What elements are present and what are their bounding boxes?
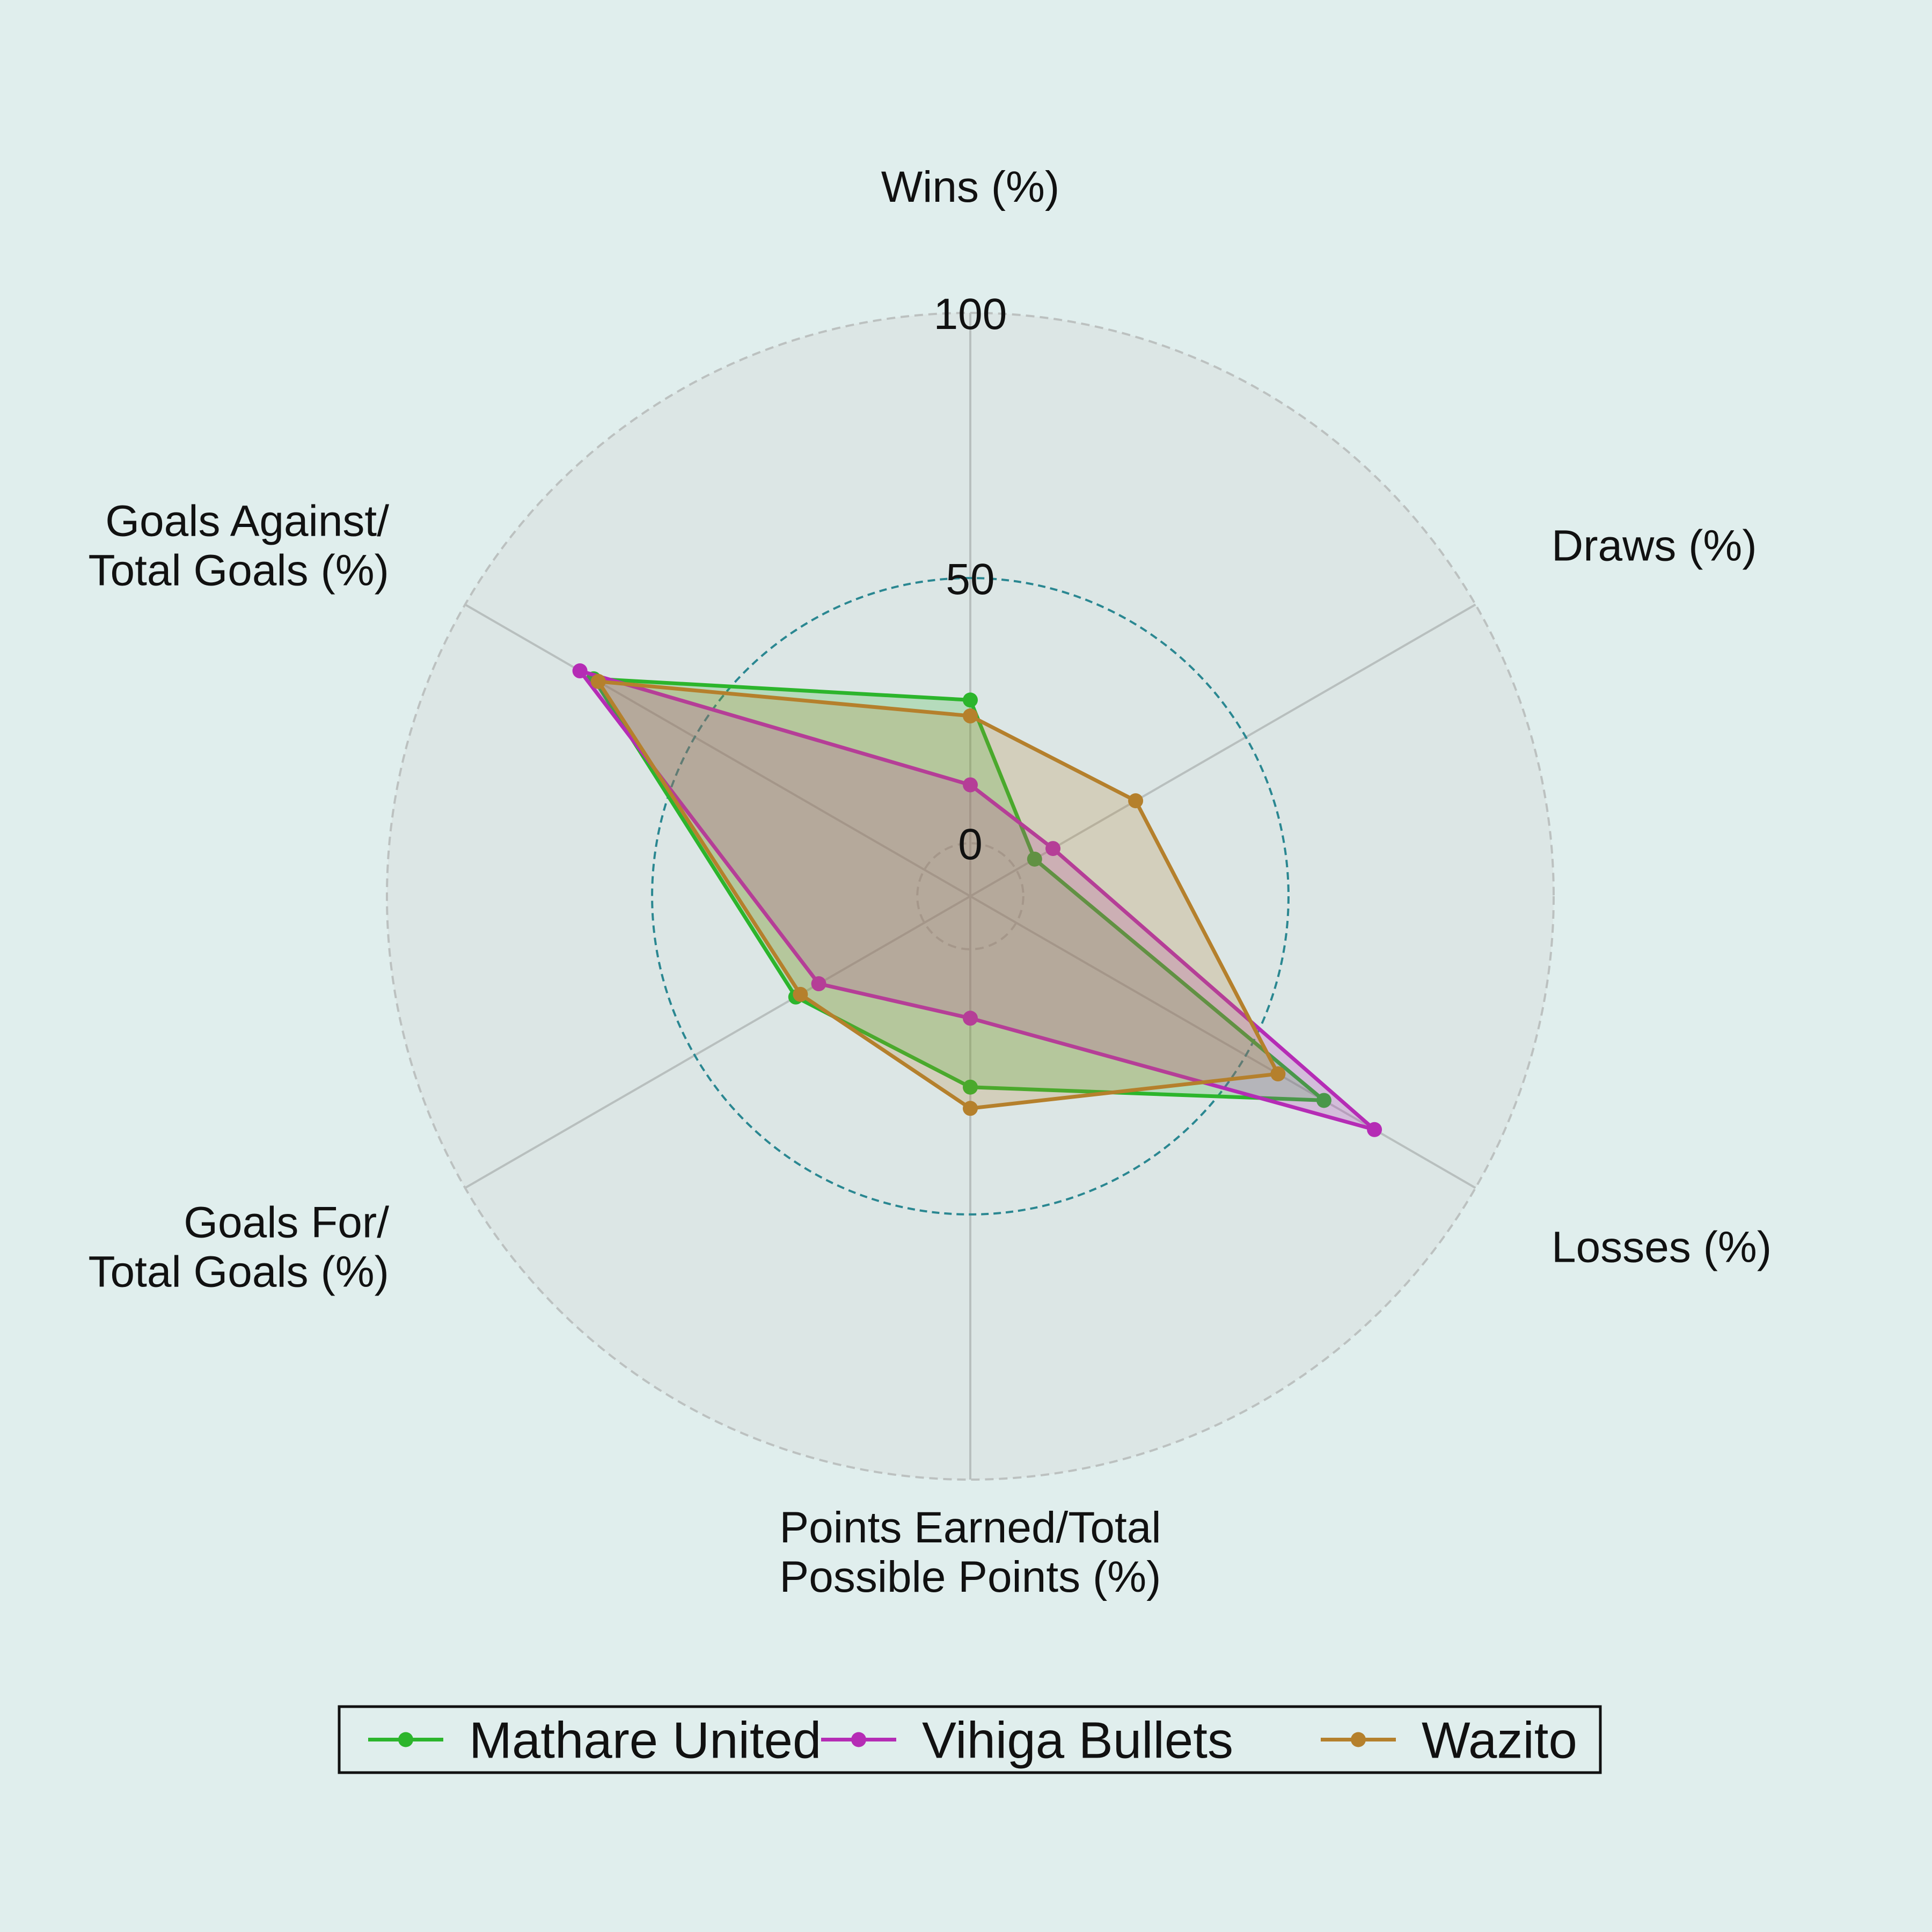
legend-label: Mathare United: [469, 1712, 821, 1769]
data-point: [1367, 1122, 1382, 1137]
radar-grid: [386, 312, 1555, 1481]
data-point: [963, 1011, 978, 1026]
data-point: [1128, 793, 1144, 809]
axis-label: Goals Against/Total Goals (%): [88, 497, 389, 595]
legend-marker: [398, 1732, 413, 1747]
data-point: [963, 1101, 978, 1116]
axis-label: Points Earned/Total Possible Points (%): [779, 1503, 1161, 1601]
data-point: [572, 663, 588, 679]
legend: Mathare United Vihiga Bullets Wazito: [338, 1705, 1602, 1774]
data-point: [590, 674, 606, 689]
data-point: [963, 777, 978, 793]
grid-ring: [651, 577, 1290, 1216]
data-point: [1316, 1093, 1331, 1108]
data-point: [963, 708, 978, 724]
series-fill: [594, 678, 1324, 1101]
tick-label: 50: [946, 555, 994, 604]
radar-labels: 0 50 100 Wins (%) Draws (%) Losses (%) Points …: [88, 163, 1772, 1601]
axis-label: Draws (%): [1552, 522, 1757, 570]
data-point: [793, 986, 808, 1002]
axis-label: Wins (%): [881, 163, 1060, 211]
legend-label: Vihiga Bullets: [922, 1712, 1233, 1769]
data-point: [963, 692, 978, 708]
spoke-line: [464, 895, 971, 1189]
data-point: [1027, 851, 1042, 867]
axis-label: Goals For/Total Goals (%): [88, 1198, 389, 1297]
axis-label: Losses (%): [1552, 1223, 1772, 1272]
legend-marker: [851, 1732, 866, 1747]
grid-ring: [916, 842, 1024, 950]
radar-series: [572, 663, 1382, 1137]
legend-marker: [1351, 1732, 1366, 1747]
data-point: [963, 1079, 978, 1095]
data-point: [811, 976, 826, 992]
data-point: [1270, 1066, 1286, 1082]
tick-label: 100: [934, 290, 1007, 339]
data-point: [1045, 841, 1061, 857]
tick-label: 0: [958, 820, 983, 869]
spoke-line: [970, 895, 1476, 1189]
grid-ring: [386, 312, 1555, 1481]
series-fill: [580, 671, 1375, 1130]
legend-label: Wazito: [1422, 1712, 1577, 1769]
spoke-line: [464, 603, 971, 897]
